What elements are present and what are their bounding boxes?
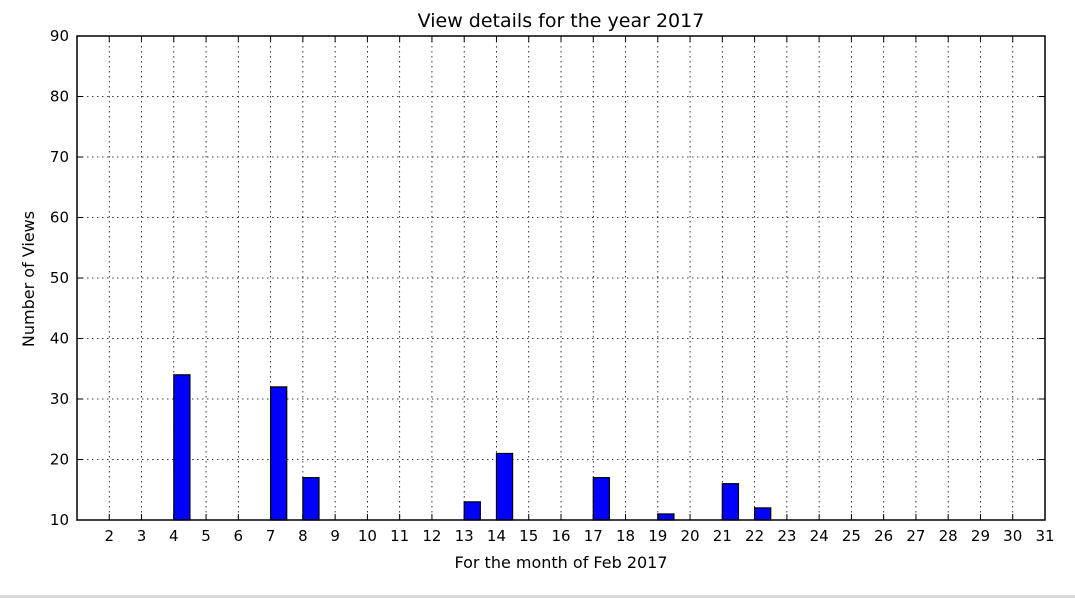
- bar-day-13: [463, 501, 481, 521]
- y-tick-label: 40: [50, 330, 69, 348]
- y-tick-label: 90: [50, 27, 69, 45]
- bar-day-19: [657, 513, 675, 521]
- x-tick-label: 30: [1003, 527, 1022, 545]
- x-axis-label: For the month of Feb 2017: [454, 553, 667, 572]
- x-tick-label: 9: [330, 527, 340, 545]
- bar-day-8: [302, 477, 320, 521]
- x-tick-label: 19: [648, 527, 667, 545]
- x-tick-label: 11: [390, 527, 409, 545]
- chart-title: View details for the year 2017: [418, 10, 705, 32]
- x-tick-label: 23: [777, 527, 796, 545]
- x-tick-label: 18: [616, 527, 635, 545]
- y-tick-label: 50: [50, 269, 69, 287]
- y-tick-label: 60: [50, 209, 69, 227]
- x-tick-label: 31: [1035, 527, 1054, 545]
- x-tick-label: 12: [422, 527, 441, 545]
- bar-day-22: [753, 507, 772, 521]
- x-tick-label: 10: [358, 527, 377, 545]
- x-tick-label: 29: [971, 527, 990, 545]
- x-tick-label: 27: [906, 527, 925, 545]
- y-tick-label: 80: [50, 88, 69, 106]
- y-tick-label: 10: [50, 511, 69, 529]
- bar-day-7: [270, 386, 288, 521]
- x-tick-label: 8: [298, 527, 308, 545]
- x-tick-label: 4: [169, 527, 179, 545]
- bars: [173, 374, 772, 521]
- y-tick-label: 20: [50, 451, 69, 469]
- bar-day-21: [721, 483, 740, 521]
- x-tick-label: 3: [137, 527, 147, 545]
- grid-lines: [77, 35, 1046, 521]
- x-tick-label: 17: [584, 527, 603, 545]
- bar-day-4: [173, 374, 191, 521]
- x-tick-label: 14: [487, 527, 506, 545]
- x-tick-label: 15: [519, 527, 538, 545]
- x-tick-label: 28: [939, 527, 958, 545]
- x-tick-label: 26: [874, 527, 893, 545]
- y-axis-label: Number of Views: [19, 211, 38, 347]
- bar-day-17: [592, 477, 610, 521]
- ticks: 2 3 4 5 6 7 8 9 10 11 12 13 14 15 16 17 18 19 20 21 22 23 24 25…: [50, 27, 1055, 545]
- x-tick-label: 24: [810, 527, 829, 545]
- y-tick-label: 70: [50, 148, 69, 166]
- x-tick-label: 20: [681, 527, 700, 545]
- x-tick-label: 5: [201, 527, 211, 545]
- x-tick-label: 16: [551, 527, 570, 545]
- bar-day-14: [495, 452, 514, 521]
- bottom-divider: [0, 595, 1075, 598]
- x-tick-label: 25: [842, 527, 861, 545]
- y-tick-label: 30: [50, 390, 69, 408]
- x-tick-label: 21: [713, 527, 732, 545]
- x-tick-label: 7: [266, 527, 276, 545]
- x-tick-label: 13: [455, 527, 474, 545]
- x-tick-label: 22: [745, 527, 764, 545]
- x-tick-label: 2: [104, 527, 114, 545]
- x-tick-label: 6: [234, 527, 244, 545]
